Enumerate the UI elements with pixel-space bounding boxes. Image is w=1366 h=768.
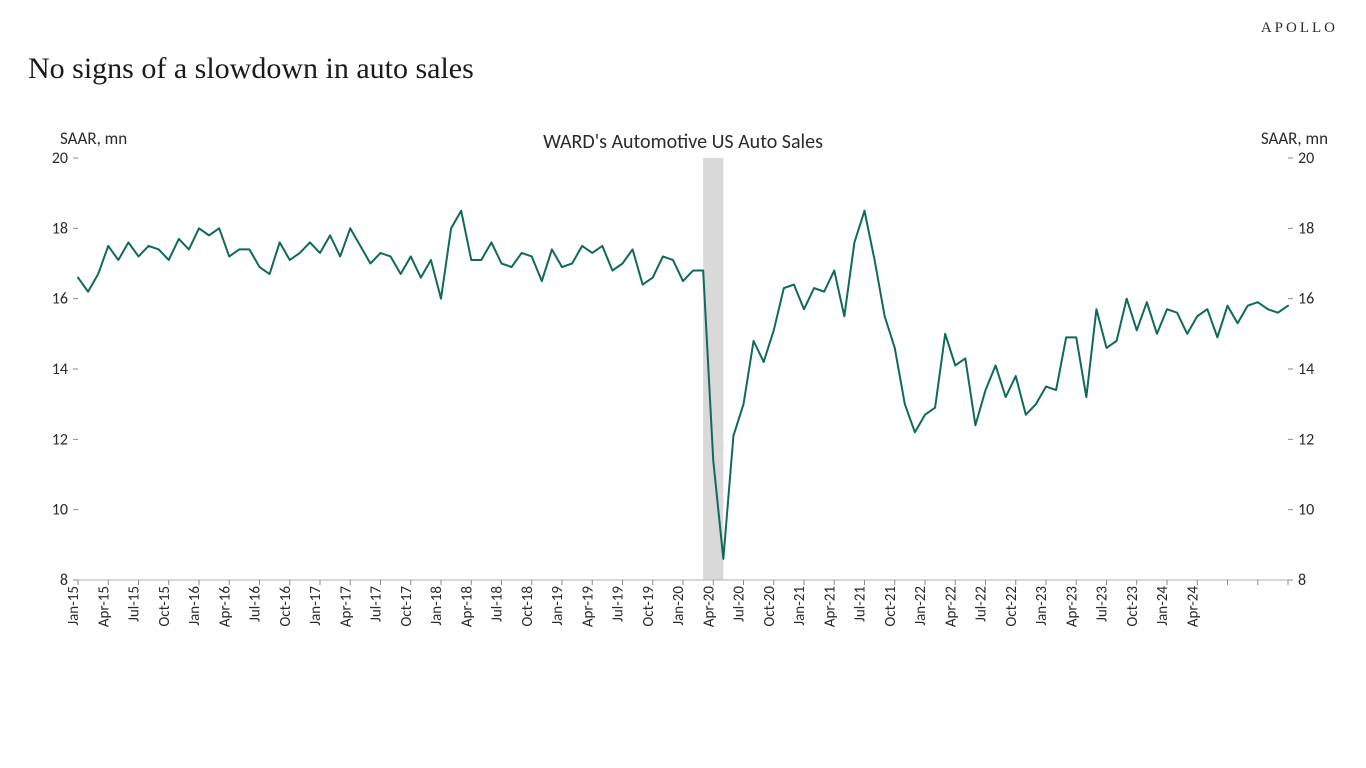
- xtick-label: Jan-23: [1033, 586, 1051, 626]
- chart-title: No signs of a slowdown in auto sales: [28, 52, 474, 86]
- xtick-label: Apr-24: [1184, 586, 1202, 628]
- xtick-label: Jul-22: [973, 586, 991, 622]
- series-label: WARD's Automotive US Auto Sales: [28, 130, 1338, 154]
- ytick-label-right: 16: [1298, 290, 1314, 309]
- xtick-label: Jul-20: [731, 586, 749, 622]
- xtick-label: Jan-18: [428, 586, 446, 626]
- xtick-label: Jul-18: [489, 586, 507, 622]
- ytick-label-right: 10: [1298, 501, 1314, 520]
- ytick-label-left: 14: [52, 360, 68, 379]
- ytick-label-left: 12: [52, 430, 68, 449]
- xtick-label: Jul-23: [1094, 586, 1112, 622]
- xtick-label: Jul-16: [247, 586, 265, 622]
- ytick-label-left: 16: [52, 290, 68, 309]
- xtick-label: Apr-20: [700, 586, 718, 628]
- xtick-label: Jan-15: [65, 586, 83, 626]
- xtick-label: Apr-16: [216, 586, 234, 628]
- ytick-label-right: 18: [1298, 219, 1314, 238]
- xtick-label: Jul-17: [368, 586, 386, 622]
- xtick-label: Oct-19: [640, 586, 658, 627]
- line-chart: 88101012121414161618182020Jan-15Apr-15Ju…: [28, 130, 1338, 670]
- xtick-label: Oct-18: [519, 586, 537, 627]
- page: APOLLO No signs of a slowdown in auto sa…: [0, 0, 1366, 768]
- xtick-label: Jan-20: [670, 586, 688, 626]
- xtick-label: Jan-17: [307, 586, 325, 626]
- ytick-label-left: 18: [52, 219, 68, 238]
- brand-wordmark: APOLLO: [1261, 20, 1338, 37]
- series-line: [78, 211, 1288, 559]
- ytick-label-right: 14: [1298, 360, 1314, 379]
- xtick-label: Jul-21: [852, 586, 870, 622]
- xtick-label: Oct-15: [156, 586, 174, 627]
- xtick-label: Apr-19: [579, 586, 597, 628]
- xtick-label: Apr-18: [458, 586, 476, 627]
- xtick-label: Jul-15: [126, 586, 144, 622]
- y-axis-label-left: SAAR, mn: [60, 128, 127, 149]
- xtick-label: Oct-22: [1003, 586, 1021, 627]
- xtick-label: Oct-17: [398, 586, 416, 627]
- y-axis-label-right: SAAR, mn: [1261, 128, 1328, 149]
- recession-band: [703, 158, 723, 580]
- xtick-label: Oct-16: [277, 586, 295, 627]
- xtick-label: Oct-21: [882, 586, 900, 627]
- xtick-label: Apr-17: [337, 586, 355, 628]
- xtick-label: Jan-19: [549, 586, 567, 626]
- xtick-label: Jan-21: [791, 586, 809, 626]
- ytick-label-left: 10: [52, 501, 68, 520]
- xtick-label: Jan-24: [1154, 586, 1172, 626]
- xtick-label: Oct-23: [1124, 586, 1142, 627]
- xtick-label: Jan-22: [912, 586, 930, 626]
- xtick-label: Apr-21: [821, 586, 839, 627]
- xtick-label: Jul-19: [610, 586, 628, 622]
- xtick-label: Jan-16: [186, 586, 204, 626]
- xtick-label: Apr-15: [95, 586, 113, 627]
- xtick-label: Oct-20: [761, 586, 779, 627]
- chart-container: WARD's Automotive US Auto Sales SAAR, mn…: [28, 130, 1338, 670]
- ytick-label-right: 12: [1298, 430, 1314, 449]
- xtick-label: Apr-23: [1063, 586, 1081, 628]
- xtick-label: Apr-22: [942, 586, 960, 627]
- ytick-label-right: 8: [1298, 571, 1306, 590]
